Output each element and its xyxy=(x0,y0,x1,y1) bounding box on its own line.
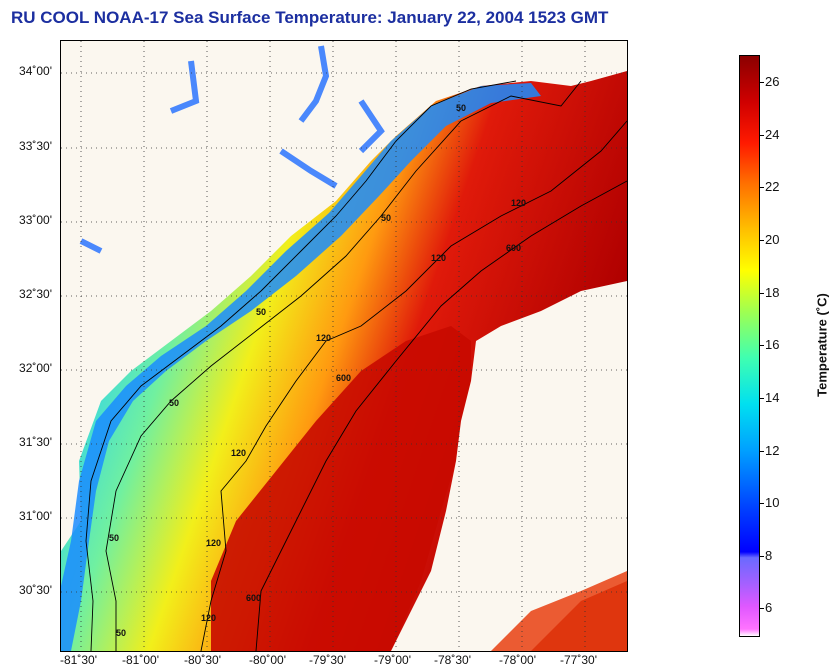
gulf-stream-core xyxy=(211,326,471,651)
sst-map-canvas: 50 50 50 50 50 50 120 120 120 120 120 12… xyxy=(61,41,627,651)
isobath-50 xyxy=(105,80,582,651)
lon-label: -81˚30' xyxy=(60,653,97,667)
coastline xyxy=(85,80,517,651)
colorbar-title: Temperature (˚C) xyxy=(814,293,830,397)
lat-label: 33˚30' xyxy=(19,139,52,153)
contour-label: 50 xyxy=(456,103,466,113)
contour-label: 50 xyxy=(109,533,119,543)
lat-label: 33˚00' xyxy=(19,213,52,227)
lon-label: -77˚30' xyxy=(560,653,597,667)
colorbar-label: 24 xyxy=(765,127,780,142)
sst-map[interactable]: 50 50 50 50 50 50 120 120 120 120 120 12… xyxy=(60,40,628,652)
lat-label: 31˚30' xyxy=(19,435,52,449)
colorbar-label: 8 xyxy=(765,548,773,563)
contour-label: 50 xyxy=(169,398,179,408)
isobath-600 xyxy=(255,180,627,651)
lon-label: -79˚00' xyxy=(374,653,411,667)
contour-label: 600 xyxy=(246,593,261,603)
lon-label: -81˚00' xyxy=(122,653,159,667)
contour-label: 120 xyxy=(316,333,331,343)
contour-label: 50 xyxy=(116,628,126,638)
contour-label: 50 xyxy=(381,213,391,223)
colorbar-label: 16 xyxy=(765,337,780,352)
colorbar-label: 10 xyxy=(765,495,780,510)
lat-label: 32˚30' xyxy=(19,287,52,301)
colorbar-label: 22 xyxy=(765,179,780,194)
isobath-120 xyxy=(200,120,627,651)
contour-label: 120 xyxy=(431,253,446,263)
contour-label: 50 xyxy=(256,307,266,317)
bathymetry-contours xyxy=(85,80,627,651)
lon-label: -80˚00' xyxy=(249,653,286,667)
colorbar-label: 20 xyxy=(765,232,780,247)
east-warm-patch xyxy=(491,571,627,651)
inland-waterways xyxy=(79,45,385,254)
coastal-cool-water xyxy=(61,83,541,651)
contour-label: 120 xyxy=(511,198,526,208)
colorbar-label: 18 xyxy=(765,285,780,300)
lat-label: 34˚00' xyxy=(19,64,52,78)
graticule xyxy=(61,41,627,651)
page-title: RU COOL NOAA-17 Sea Surface Temperature:… xyxy=(11,8,609,27)
lat-label: 32˚00' xyxy=(19,361,52,375)
temperature-colorbar xyxy=(739,55,760,637)
lon-label: -78˚30' xyxy=(434,653,471,667)
cloud-mask xyxy=(391,281,627,651)
lon-label: -78˚00' xyxy=(499,653,536,667)
lon-label: -80˚30' xyxy=(184,653,221,667)
contour-label: 600 xyxy=(336,373,351,383)
lat-label: 30˚30' xyxy=(19,583,52,597)
colorbar-label: 14 xyxy=(765,390,780,405)
colorbar-label: 12 xyxy=(765,443,780,458)
contour-label: 120 xyxy=(201,613,216,623)
contour-label: 600 xyxy=(506,243,521,253)
contour-label-group: 50 50 50 50 50 50 120 120 120 120 120 12… xyxy=(109,103,526,638)
contour-label: 120 xyxy=(231,448,246,458)
colorbar-label: 6 xyxy=(765,600,773,615)
lat-label: 31˚00' xyxy=(19,509,52,523)
lon-label: -79˚30' xyxy=(309,653,346,667)
contour-label: 120 xyxy=(206,538,221,548)
colorbar-label: 26 xyxy=(765,74,780,89)
